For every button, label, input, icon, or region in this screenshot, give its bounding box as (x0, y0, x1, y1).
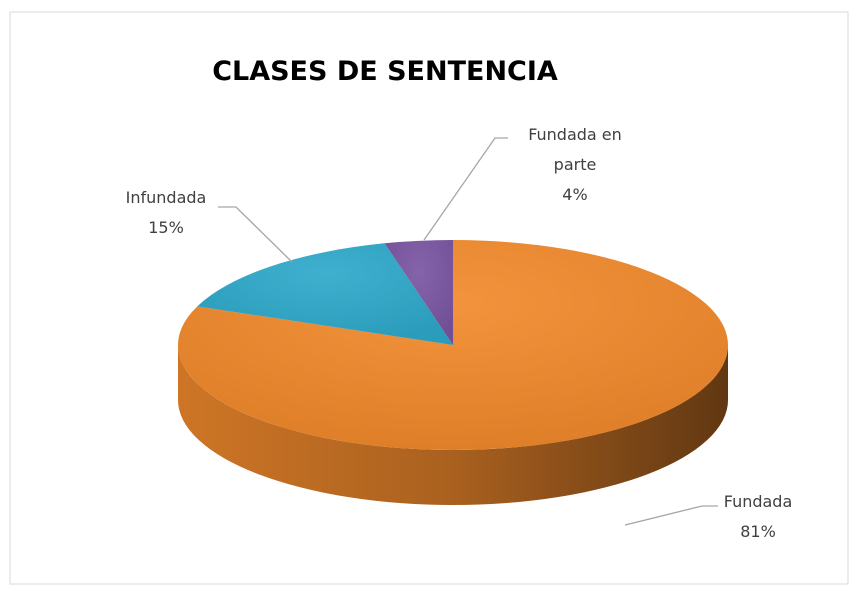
leader-line (624, 505, 718, 526)
data-label-value: 81% (740, 522, 776, 541)
data-label-value: 4% (562, 185, 588, 204)
slice-side-shade (178, 345, 728, 505)
slice-gloss (384, 240, 453, 345)
leader-line (423, 137, 508, 241)
data-label-name: Infundada (125, 188, 207, 207)
slice-gloss (197, 243, 453, 345)
data-label-name: Fundada en parte (528, 125, 622, 174)
leader-line (218, 206, 293, 263)
slice-gloss (177, 240, 729, 450)
data-label-name: Fundada (723, 492, 793, 511)
chart-title: CLASES DE SENTENCIA (212, 56, 558, 87)
data-label-value: 15% (148, 218, 184, 237)
